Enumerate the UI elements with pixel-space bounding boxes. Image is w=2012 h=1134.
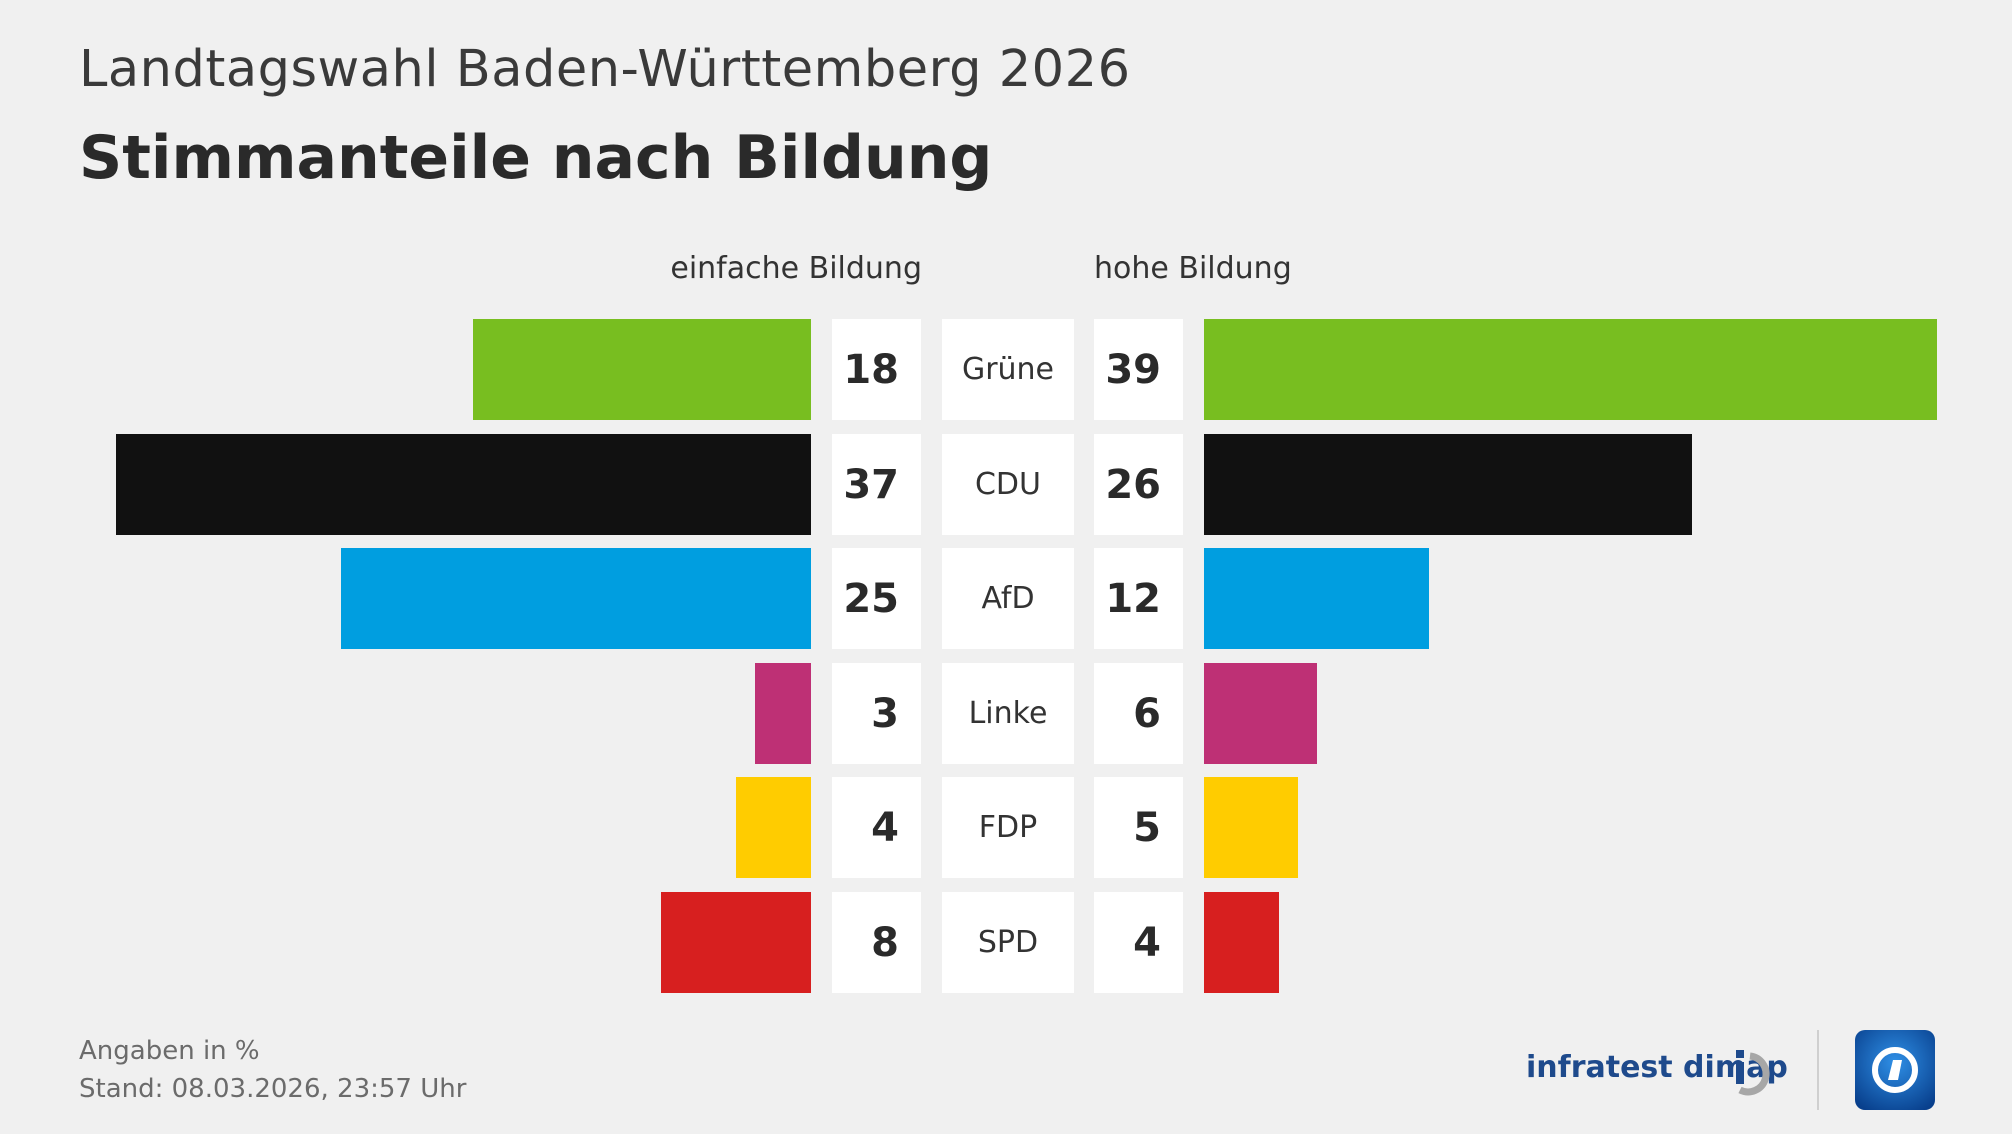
bar-hohe-afd xyxy=(1204,548,1429,649)
party-label-linke: Linke xyxy=(942,663,1074,764)
legend-hohe-bildung: hohe Bildung xyxy=(1094,251,1292,286)
party-label-fdp: FDP xyxy=(942,777,1074,878)
party-label-spd: SPD xyxy=(942,892,1074,993)
party-label-cdu: CDU xyxy=(942,434,1074,535)
value-hohe-afd: 12 xyxy=(1094,548,1183,649)
value-einfache-afd: 25 xyxy=(832,548,921,649)
unit-note: Angaben in % xyxy=(79,1036,260,1066)
value-hohe-cdu: 26 xyxy=(1094,434,1183,535)
bar-hohe-cdu xyxy=(1204,434,1692,535)
chart-title: Stimmanteile nach Bildung xyxy=(79,123,993,193)
bar-einfache-afd xyxy=(341,548,811,649)
party-label-gr-ne: Grüne xyxy=(942,319,1074,420)
party-label-afd: AfD xyxy=(942,548,1074,649)
bar-hohe-spd xyxy=(1204,892,1279,993)
footer-divider xyxy=(1817,1030,1819,1110)
infratest-dimap-icon xyxy=(1736,1050,1770,1096)
value-einfache-spd: 8 xyxy=(832,892,921,993)
bar-hohe-fdp xyxy=(1204,777,1298,878)
legend-einfache-bildung: einfache Bildung xyxy=(670,251,922,286)
value-hohe-linke: 6 xyxy=(1094,663,1183,764)
value-einfache-linke: 3 xyxy=(832,663,921,764)
bar-hohe-linke xyxy=(1204,663,1317,764)
bar-hohe-gr-ne xyxy=(1204,319,1937,420)
bar-einfache-cdu xyxy=(116,434,811,535)
ard-logo-icon xyxy=(1855,1030,1935,1110)
value-hohe-spd: 4 xyxy=(1094,892,1183,993)
value-hohe-fdp: 5 xyxy=(1094,777,1183,878)
value-hohe-gr-ne: 39 xyxy=(1094,319,1183,420)
value-einfache-fdp: 4 xyxy=(832,777,921,878)
bar-einfache-linke xyxy=(755,663,811,764)
bar-einfache-gr-ne xyxy=(473,319,811,420)
value-einfache-cdu: 37 xyxy=(832,434,921,535)
chart-supertitle: Landtagswahl Baden-Württemberg 2026 xyxy=(79,40,1131,99)
value-einfache-gr-ne: 18 xyxy=(832,319,921,420)
timestamp: Stand: 08.03.2026, 23:57 Uhr xyxy=(79,1074,467,1104)
bar-einfache-spd xyxy=(661,892,811,993)
infratest-dimap-logo-text: infratest dimap xyxy=(1526,1050,1788,1085)
bar-einfache-fdp xyxy=(736,777,811,878)
